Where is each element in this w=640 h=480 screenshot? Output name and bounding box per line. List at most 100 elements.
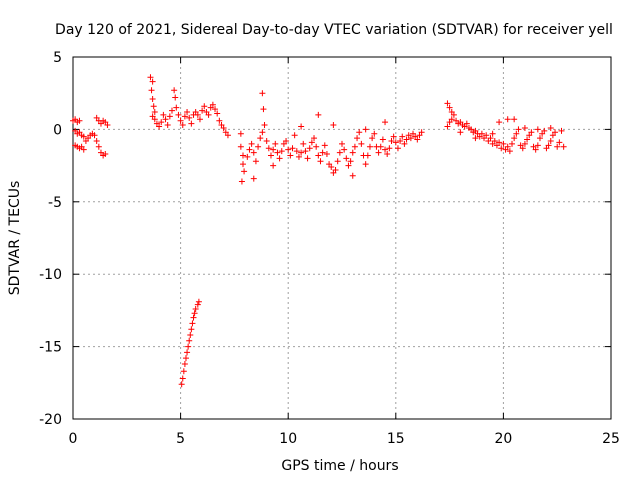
data-point [511,135,518,142]
data-point [102,151,109,158]
data-point [80,133,87,140]
data-point [186,337,193,344]
y-tick-label: -10 [39,267,62,283]
x-tick-label: 5 [176,431,185,447]
data-point [392,139,399,146]
data-point [214,110,221,117]
data-point [187,332,194,339]
data-point [298,123,305,130]
data-point [511,116,518,123]
data-point [261,122,268,129]
data-point [274,149,281,156]
data-point [237,130,244,137]
data-point [521,124,528,131]
data-point [175,111,182,118]
data-point [259,90,266,97]
data-point [560,143,567,150]
data-point [255,143,262,150]
data-point [209,101,216,108]
data-point [504,143,511,150]
data-point [246,146,253,153]
data-point [513,130,520,137]
data-point [265,145,272,152]
data-point [521,140,528,147]
data-point [444,100,451,107]
data-point [356,129,363,136]
chart-title: Day 120 of 2021, Sidereal Day-to-day VTE… [55,22,613,38]
data-point [317,158,324,165]
data-point [95,117,102,124]
data-point [278,148,285,155]
data-point [463,120,470,127]
data-point [93,137,100,144]
data-point [148,87,155,94]
data-point [382,146,389,153]
data-point [319,149,326,156]
grid-lines [73,57,611,419]
data-point [188,326,195,333]
data-point [80,146,87,153]
data-point [552,129,559,136]
data-point [270,146,277,153]
data-point [545,142,552,149]
data-point [149,95,156,102]
data-point [491,137,498,144]
data-point [240,152,247,159]
data-point [407,135,414,142]
data-point [332,166,339,173]
data-point [519,145,526,152]
data-point [446,104,453,111]
data-point [224,132,231,139]
x-tick-label: 20 [494,431,512,447]
data-point [487,135,494,142]
data-point [220,124,227,131]
data-point [276,155,283,162]
data-point [336,149,343,156]
data-point [509,140,516,147]
data-point [199,107,206,114]
data-point [532,146,539,153]
data-point [343,155,350,162]
data-point [450,111,457,118]
data-point [248,140,255,147]
y-axis-label: SDTVAR / TECUs [7,181,23,296]
data-point [180,368,187,375]
data-point [354,135,361,142]
data-point [369,135,376,142]
data-point [192,305,199,312]
data-point [308,139,315,146]
data-point [478,130,485,137]
data-point [178,381,185,388]
data-point [179,122,186,129]
data-point [76,117,83,124]
data-point [528,129,535,136]
series-drop [178,298,202,388]
data-point [283,137,290,144]
data-point [164,122,171,129]
data-point [287,152,294,159]
data-point [418,129,425,136]
data-point [95,143,102,150]
data-point [184,109,191,116]
data-point [160,111,167,118]
data-point [270,162,277,169]
data-point [173,104,180,111]
data-point [158,119,165,126]
data-point [366,143,373,150]
data-point [536,135,543,142]
x-tick-label: 15 [387,431,405,447]
data-point [250,149,257,156]
data-point [554,143,561,150]
data-point [263,137,270,144]
y-tick-label: -15 [39,340,62,356]
data-point [241,168,248,175]
data-point [304,155,311,162]
data-point [323,151,330,158]
data-point [194,111,201,118]
data-point [375,149,382,156]
data-point [358,140,365,147]
data-point [384,151,391,158]
data-point [390,133,397,140]
data-point [496,119,503,126]
